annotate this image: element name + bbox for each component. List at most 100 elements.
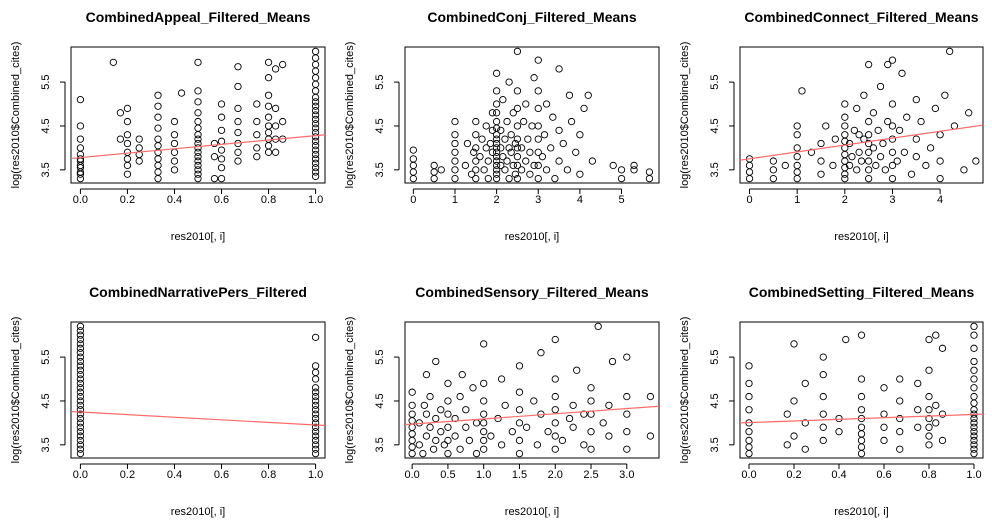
data-point [470,148,478,156]
data-point [533,441,542,449]
data-point [970,331,978,339]
data-point [492,174,501,183]
data-point [311,74,320,82]
data-point [456,445,464,453]
data-point [311,98,320,106]
data-point [822,122,830,130]
data-point [311,419,320,427]
data-point [888,135,897,143]
data-point [745,449,753,458]
data-point [945,47,954,56]
y-tick-label: 5.5 [709,74,721,89]
data-point [458,370,466,379]
y-tick-label: 3.5 [40,437,52,452]
data-point [76,344,85,352]
data-point [177,89,186,97]
data-point [76,144,85,152]
data-point [790,340,798,348]
data-point [492,139,501,148]
data-point [492,148,501,156]
data-point [580,410,588,418]
plot-frame [404,321,660,459]
data-point [617,166,626,174]
data-point [194,170,202,178]
data-point [970,384,978,392]
data-point [900,148,909,156]
data-point [551,375,559,383]
data-point [217,100,226,108]
data-point [926,144,935,152]
data-point [884,117,892,126]
data-point [879,139,887,148]
data-point [569,401,577,410]
x-axis-label: res2010[, i] [834,506,888,518]
x-tick-label: 0.2 [120,469,135,481]
data-point [938,344,947,352]
data-point [829,161,837,170]
data-point [311,414,320,423]
data-point [819,370,827,379]
data-point [857,443,866,451]
data-point [76,331,85,339]
data-point [311,146,320,154]
data-point [170,117,179,126]
data-point [451,139,459,148]
data-point [925,406,933,414]
data-point [534,104,542,113]
x-tick-label: 0.4 [167,469,182,481]
data-point [311,445,320,453]
data-point [783,441,791,449]
data-point [925,414,933,423]
data-point [426,423,434,431]
data-point [565,414,574,423]
data-point [798,87,806,95]
data-point [116,109,125,117]
data-point [534,161,542,170]
data-point [793,174,801,183]
data-point [549,113,557,121]
data-point [194,174,202,183]
data-point [896,428,904,436]
x-tick-label: 3 [889,194,895,206]
data-point [76,384,85,392]
data-point [522,100,530,108]
data-point [76,449,85,458]
data-point [587,445,595,453]
data-point [461,161,470,170]
data-point [451,157,459,165]
chart-title: CombinedNarrativePers_Filtered [89,284,307,300]
x-tick-label: 0.2 [120,194,135,206]
data-point [530,74,538,82]
data-point [599,419,607,427]
data-point [492,117,501,126]
data-point [311,54,320,62]
data-point [76,423,85,431]
data-point [486,139,495,148]
data-point [311,401,320,410]
y-axis-label: log(res2010$Combined_cites) [679,42,691,189]
data-point [76,428,85,436]
data-point [408,388,416,396]
data-point [194,135,202,143]
x-tick-label: 2.5 [583,469,598,481]
data-point [903,113,911,121]
data-point [896,397,904,405]
data-point [819,353,827,361]
data-point [563,166,572,174]
plot-frame [739,46,984,184]
chart-panel-2: CombinedConj_Filtered_Means 0 1 2 3 4 5 3.5 4.5 5… [344,9,660,243]
data-point [497,161,505,170]
data-point [123,148,132,156]
data-point [569,423,577,431]
data-point [76,335,85,344]
data-point [488,148,497,156]
data-point [194,148,202,156]
data-point [526,148,534,156]
data-point [857,436,866,445]
data-point [857,406,866,414]
data-point [841,122,849,130]
data-point [488,126,497,135]
data-point [522,423,531,431]
x-tick-label: 1.0 [966,469,981,481]
